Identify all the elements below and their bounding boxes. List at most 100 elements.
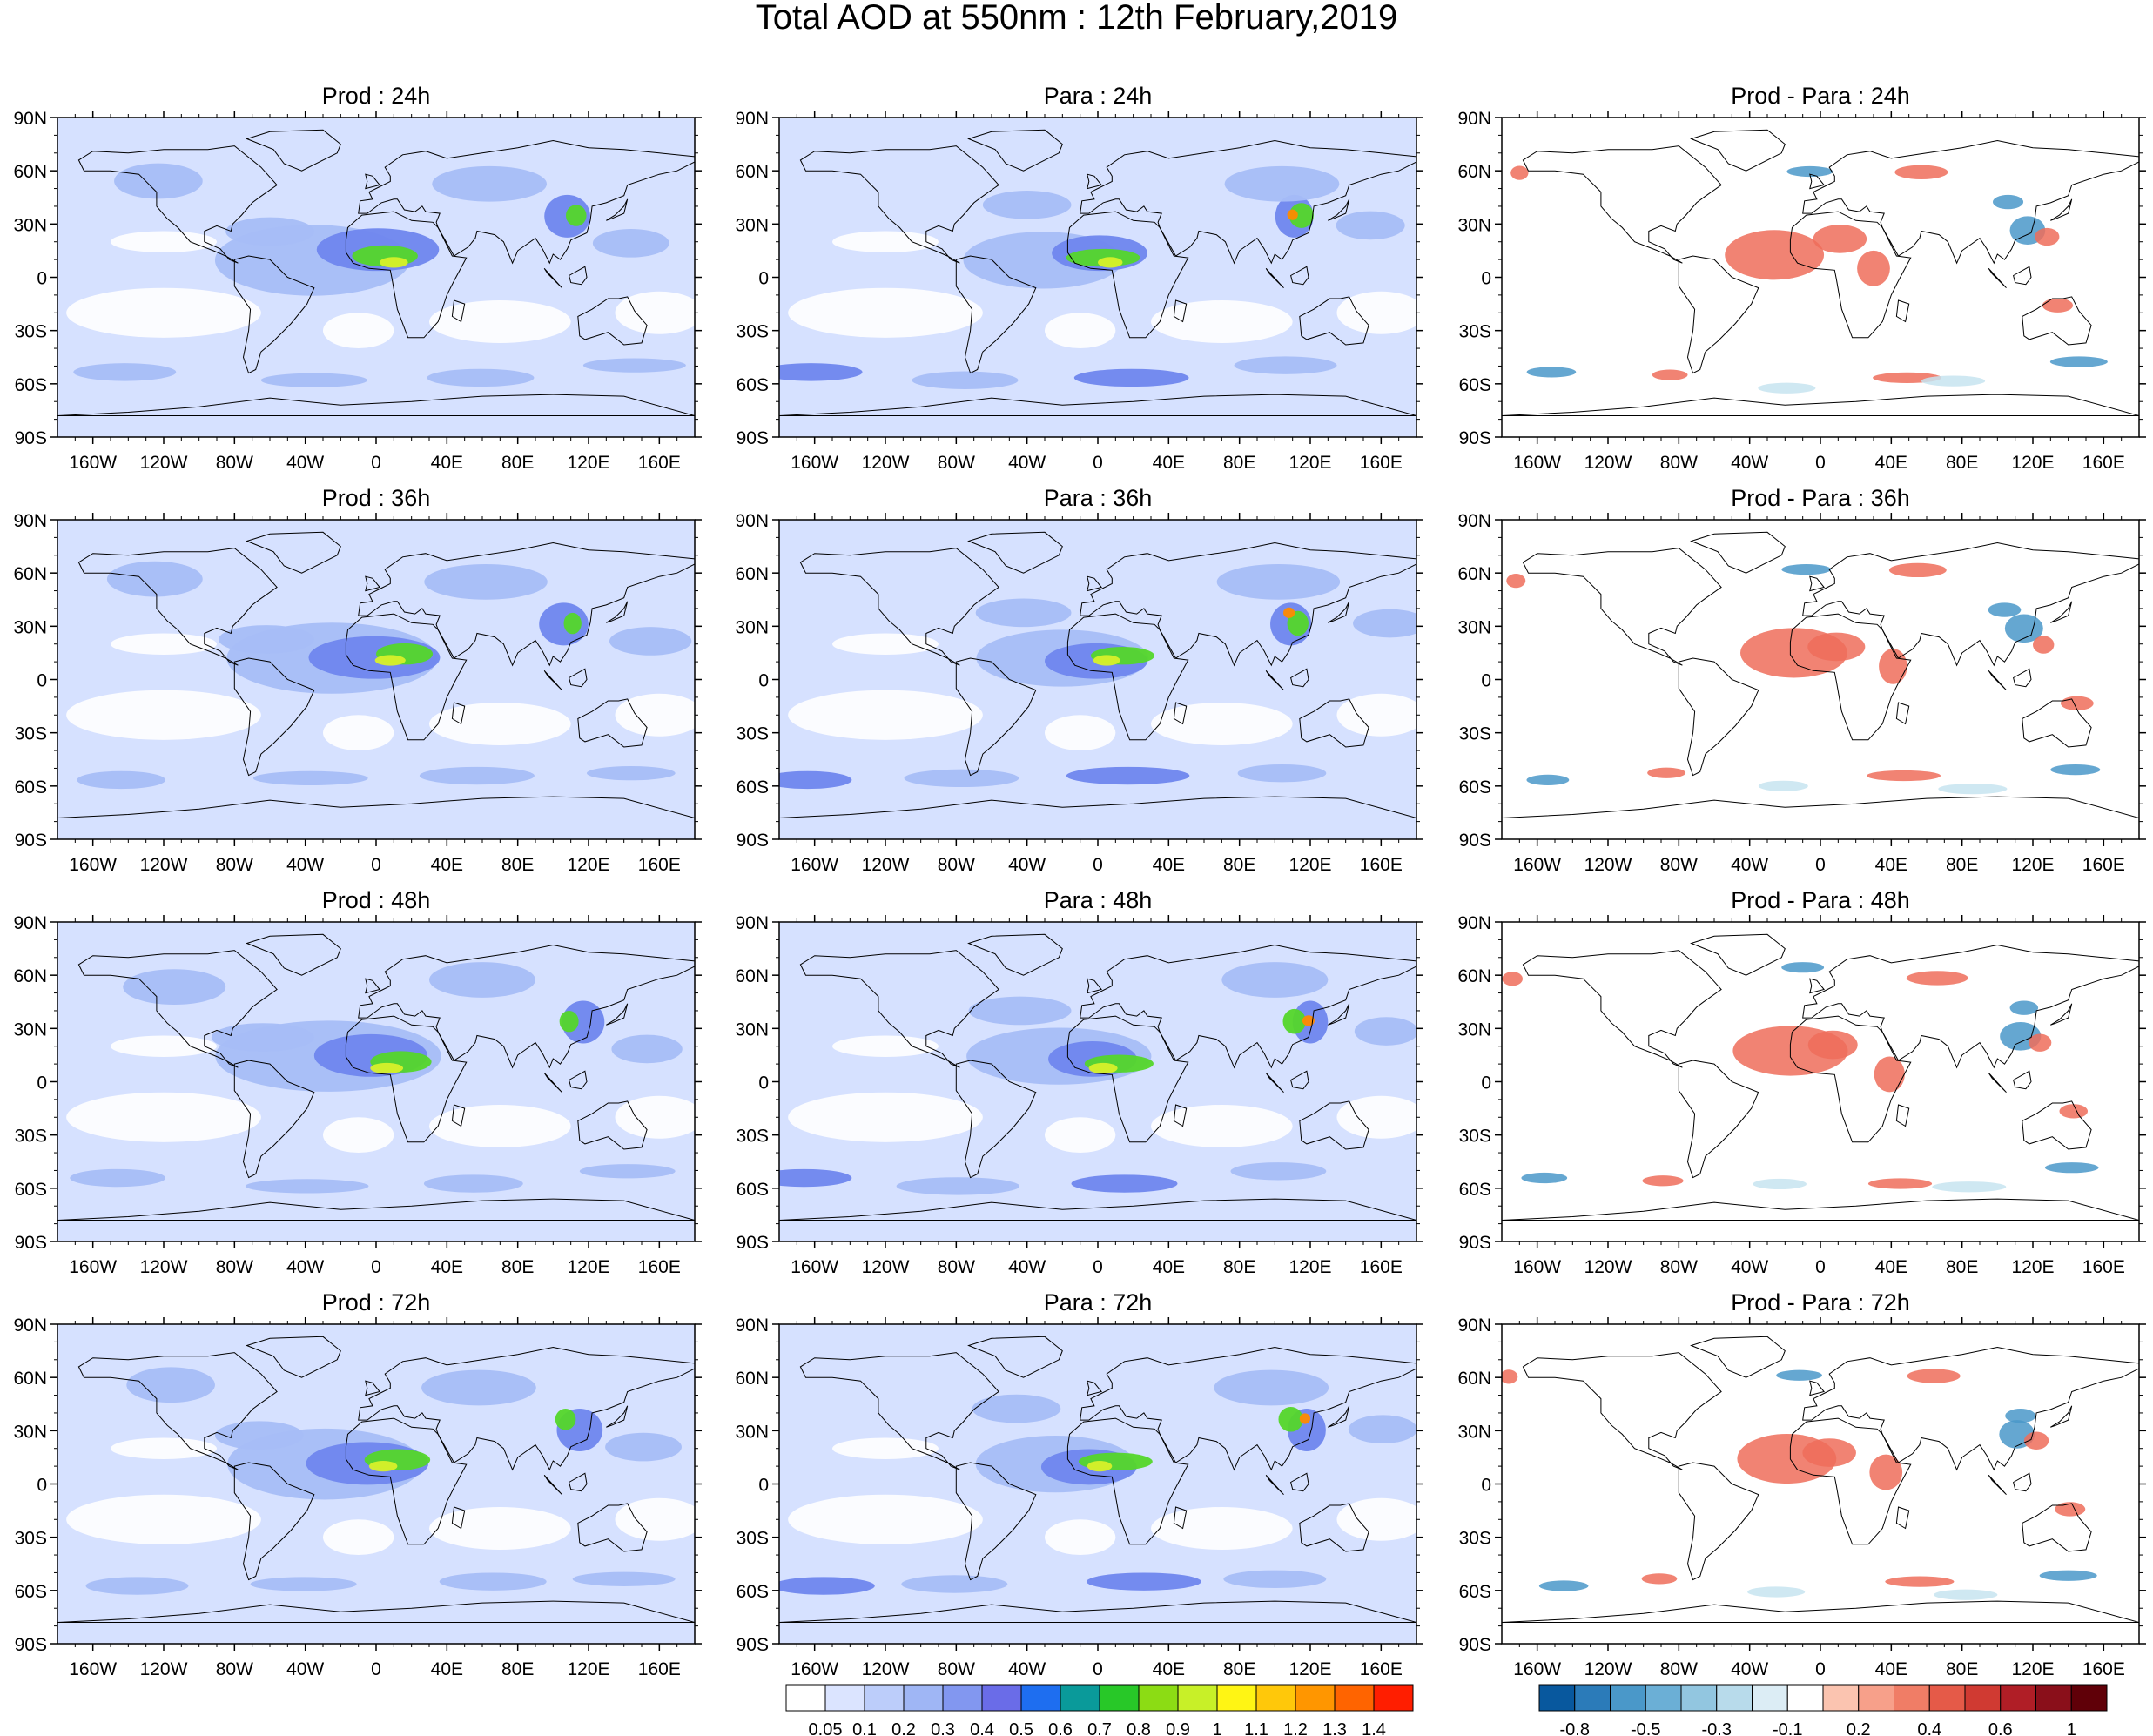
- aod-plume: [972, 1394, 1061, 1423]
- colorbar-swatch: [824, 1684, 865, 1712]
- lon-tick-label: 120E: [1288, 1659, 1331, 1679]
- coastline-northAmerica: [77, 145, 278, 264]
- lat-tick-label: 60N: [1457, 564, 1491, 584]
- difference-patch: [1502, 972, 1523, 986]
- difference-patch: [1894, 165, 1948, 179]
- colorbar-swatch: [1216, 1684, 1257, 1712]
- aod-plume: [562, 1000, 605, 1044]
- lon-tick-label: 120W: [140, 1257, 188, 1277]
- difference-patch: [1938, 783, 2008, 795]
- map-background: [1502, 922, 2139, 1241]
- panel-title: Prod : 48h: [321, 887, 431, 913]
- lat-tick-label: 60S: [15, 1180, 47, 1200]
- lat-tick-label: 60S: [15, 375, 47, 395]
- lat-tick-label: 0: [758, 269, 769, 289]
- lat-tick-label: 90N: [735, 1315, 769, 1336]
- coastline-africa: [345, 1015, 468, 1143]
- difference-patch: [1907, 1369, 1961, 1383]
- coastline-northAmerica: [1522, 1352, 1722, 1470]
- lon-tick-label: 40W: [286, 1659, 324, 1679]
- aod-plume: [1087, 1460, 1113, 1472]
- aod-plume: [1230, 1162, 1327, 1181]
- difference-patch: [1526, 367, 1577, 378]
- coastline-sumatra: [1988, 267, 2007, 289]
- aod-plume: [779, 770, 852, 790]
- aod-plume: [126, 1367, 215, 1403]
- coastline-japan: [1328, 601, 1350, 623]
- coastline-madagascar: [451, 702, 466, 725]
- colorbar-label: 0.1: [852, 1720, 877, 1736]
- aod-plume: [260, 373, 367, 387]
- coastline-southAmerica: [955, 657, 1037, 777]
- aod-plume: [1093, 655, 1120, 666]
- difference-patch: [2028, 1033, 2052, 1052]
- coastline-uk: [1809, 173, 1825, 190]
- lat-tick-label: 90N: [735, 913, 769, 933]
- coastline-sumatra: [543, 670, 562, 691]
- coastline-africa: [1789, 1015, 1912, 1143]
- lon-tick-label: 0: [1815, 453, 1826, 473]
- coastline-africa: [345, 211, 468, 339]
- lat-tick-label: 30S: [15, 724, 47, 744]
- coastline-australia: [2022, 698, 2092, 748]
- difference-patch: [1502, 1369, 1518, 1384]
- coastline-borneo: [569, 1070, 588, 1090]
- lon-tick-label: 120W: [862, 453, 910, 473]
- colorbar-label: -0.8: [1560, 1720, 1590, 1736]
- colorbar-swatch: [1716, 1684, 1753, 1712]
- coastlines: [57, 531, 695, 818]
- clean-air-region: [1336, 693, 1416, 737]
- coastline-sumatra: [543, 1072, 562, 1093]
- lon-tick-label: 160W: [1513, 855, 1561, 875]
- colorbar-swatch: [1786, 1684, 1824, 1712]
- lon-tick-label: 120W: [140, 1659, 188, 1679]
- coastline-eurasia: [1802, 139, 2139, 265]
- lat-tick-label: 30N: [13, 1019, 47, 1040]
- aod-plume: [114, 163, 203, 199]
- coastline-greenland: [1690, 933, 1786, 976]
- colorbar-label: 0.8: [1127, 1720, 1151, 1736]
- lat-tick-label: 90N: [13, 913, 47, 933]
- coastline-africa: [345, 1417, 468, 1545]
- lon-tick-label: 160W: [69, 453, 117, 473]
- aod-plume: [1287, 610, 1309, 636]
- aod-plume: [73, 363, 177, 381]
- lat-tick-label: 60N: [735, 1369, 769, 1389]
- lat-tick-label: 30N: [1457, 617, 1491, 637]
- clean-air-region: [428, 1105, 571, 1147]
- aod-plume: [1073, 368, 1189, 387]
- aod-plume: [779, 1168, 852, 1188]
- panel-title: Para : 48h: [1043, 887, 1153, 913]
- lon-tick-label: 40E: [431, 453, 463, 473]
- aod-plume: [586, 765, 676, 781]
- lat-tick-label: 60S: [1459, 375, 1491, 395]
- colorbar-swatch: [1574, 1684, 1611, 1712]
- coastline-japan: [2050, 1405, 2073, 1428]
- lon-tick-label: 0: [1093, 453, 1103, 473]
- aod-field: [66, 163, 695, 387]
- panel-title: Prod : 36h: [321, 485, 431, 511]
- difference-patch: [1526, 774, 1570, 786]
- coastline-madagascar: [1895, 299, 1910, 323]
- aod-plume: [419, 766, 535, 785]
- lon-tick-label: 160E: [1360, 453, 1403, 473]
- coastline-northAmerica: [799, 145, 999, 264]
- difference-patch: [1538, 1580, 1589, 1591]
- aod-plume: [70, 1168, 166, 1188]
- coastline-uk: [365, 575, 380, 592]
- coastline-uk: [1809, 978, 1825, 994]
- coastline-northAmerica: [1522, 950, 1722, 1068]
- lon-tick-label: 120E: [1288, 1257, 1331, 1277]
- clean-air-region: [615, 693, 695, 737]
- aod-plume: [572, 1571, 676, 1586]
- colorbar-swatch: [1177, 1684, 1218, 1712]
- figure-title: Total AOD at 550nm : 12th February,2019: [755, 0, 1398, 37]
- difference-patch: [1647, 767, 1686, 778]
- colorbar-label: 1: [2067, 1720, 2076, 1736]
- coastline-madagascar: [451, 299, 466, 323]
- lat-tick-label: 30S: [737, 724, 769, 744]
- lon-tick-label: 40E: [431, 1257, 463, 1277]
- coastlines: [779, 129, 1416, 416]
- colorbar-swatch: [1680, 1684, 1718, 1712]
- coastline-antarctica: [779, 394, 1416, 416]
